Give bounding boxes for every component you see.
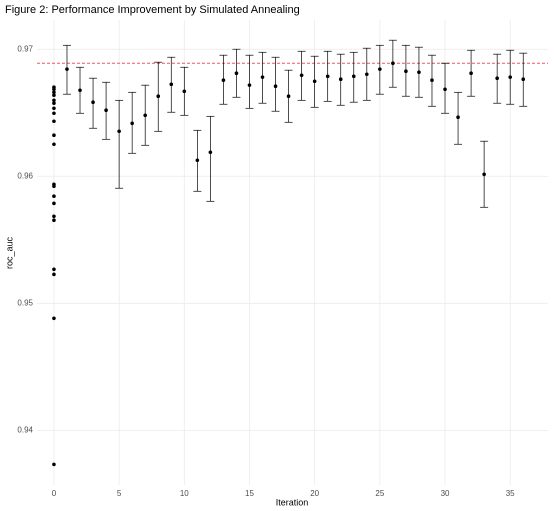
point xyxy=(182,89,187,94)
point xyxy=(221,78,226,83)
point xyxy=(378,67,382,71)
point xyxy=(52,90,56,95)
error-bar xyxy=(206,115,215,202)
point xyxy=(469,71,473,76)
x-tick-label: 0 xyxy=(52,489,57,498)
chart-title: Figure 2: Performance Improvement by Sim… xyxy=(5,4,300,16)
point xyxy=(404,69,408,74)
point xyxy=(52,87,56,92)
y-axis-title: roc_auc xyxy=(4,236,14,269)
point xyxy=(52,184,56,189)
point xyxy=(52,201,56,206)
point xyxy=(143,113,147,118)
y-tick-label: 0.95 xyxy=(17,298,33,307)
x-axis-title: Iteration xyxy=(276,497,309,507)
point xyxy=(78,88,82,93)
point xyxy=(52,214,56,219)
point xyxy=(52,462,56,467)
point xyxy=(52,119,56,124)
point xyxy=(208,150,213,155)
point xyxy=(365,72,369,77)
point xyxy=(52,133,56,138)
point xyxy=(52,111,56,116)
point xyxy=(52,93,56,98)
point xyxy=(299,73,304,78)
point xyxy=(52,272,56,277)
point xyxy=(338,77,343,82)
point xyxy=(52,218,56,223)
point xyxy=(65,67,69,71)
x-tick-label: 25 xyxy=(375,489,384,498)
point xyxy=(169,82,174,87)
error-bar xyxy=(245,54,254,109)
point xyxy=(52,267,56,272)
point xyxy=(273,84,278,88)
point xyxy=(195,158,200,163)
y-tick-label: 0.97 xyxy=(17,44,33,53)
point xyxy=(312,79,317,84)
point xyxy=(430,78,434,83)
point xyxy=(52,98,56,103)
error-bar xyxy=(115,99,124,189)
point xyxy=(52,106,56,111)
point xyxy=(495,76,499,80)
y-tick-label: 0.94 xyxy=(17,425,33,434)
point xyxy=(52,316,56,321)
point xyxy=(234,71,239,76)
point xyxy=(391,61,395,65)
point xyxy=(325,74,330,79)
x-tick-label: 10 xyxy=(180,489,189,498)
point xyxy=(52,142,56,147)
point xyxy=(117,129,121,134)
point xyxy=(482,172,486,177)
x-tick-label: 20 xyxy=(310,489,319,498)
point xyxy=(417,70,421,75)
point xyxy=(508,75,512,79)
x-tick-label: 5 xyxy=(117,489,122,498)
point xyxy=(91,100,95,105)
error-bar xyxy=(271,56,280,112)
x-tick-label: 30 xyxy=(441,489,450,498)
x-tick-label: 35 xyxy=(506,489,515,498)
point xyxy=(456,115,460,119)
point xyxy=(130,121,134,126)
point xyxy=(443,87,447,92)
y-tick-label: 0.96 xyxy=(17,171,33,180)
point xyxy=(104,108,108,113)
x-tick-label: 15 xyxy=(245,489,254,498)
point xyxy=(260,75,265,79)
point xyxy=(52,194,56,199)
point xyxy=(247,83,252,87)
point xyxy=(521,77,526,82)
point xyxy=(286,94,291,99)
point xyxy=(52,101,56,106)
point xyxy=(156,94,161,99)
point xyxy=(351,74,356,79)
